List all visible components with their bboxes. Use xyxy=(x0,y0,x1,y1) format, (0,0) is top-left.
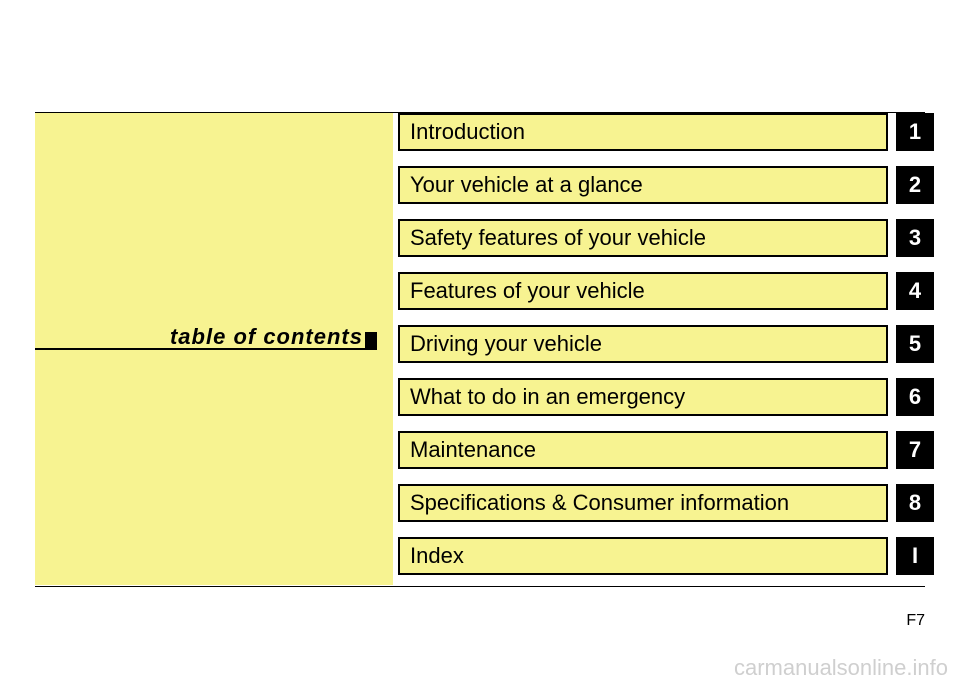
page-number: F7 xyxy=(906,612,925,630)
toc-num-6: 6 xyxy=(896,378,934,416)
toc-item-label: What to do in an emergency xyxy=(410,384,685,410)
toc-item-glance: Your vehicle at a glance xyxy=(398,166,888,204)
toc-item-label: Driving your vehicle xyxy=(410,331,602,357)
toc-num-label: 2 xyxy=(909,172,921,198)
toc-num-label: I xyxy=(912,543,918,569)
toc-item-maintenance: Maintenance xyxy=(398,431,888,469)
toc-item-index: Index xyxy=(398,537,888,575)
toc-heading-marker xyxy=(365,332,377,350)
toc-num-7: 7 xyxy=(896,431,934,469)
toc-item-label: Features of your vehicle xyxy=(410,278,645,304)
toc-item-emergency: What to do in an emergency xyxy=(398,378,888,416)
toc-item-label: Introduction xyxy=(410,119,525,145)
watermark: carmanualsonline.info xyxy=(734,655,948,681)
toc-heading-wrap: table of contents xyxy=(35,326,393,352)
toc-num-2: 2 xyxy=(896,166,934,204)
toc-item-label: Maintenance xyxy=(410,437,536,463)
toc-num-label: 8 xyxy=(909,490,921,516)
toc-item-driving: Driving your vehicle xyxy=(398,325,888,363)
toc-item-label: Safety features of your vehicle xyxy=(410,225,706,251)
toc-item-features: Features of your vehicle xyxy=(398,272,888,310)
toc-num-label: 5 xyxy=(909,331,921,357)
page: table of contents Introduction 1 Your ve… xyxy=(0,0,960,689)
toc-num-8: 8 xyxy=(896,484,934,522)
toc-num-1: 1 xyxy=(896,113,934,151)
toc-num-4: 4 xyxy=(896,272,934,310)
toc-num-label: 7 xyxy=(909,437,921,463)
toc-heading: table of contents xyxy=(170,324,363,350)
toc-num-label: 6 xyxy=(909,384,921,410)
divider-bottom xyxy=(35,586,925,587)
toc-item-label: Index xyxy=(410,543,464,569)
toc-num-label: 4 xyxy=(909,278,921,304)
toc-item-specifications: Specifications & Consumer information xyxy=(398,484,888,522)
toc-num-3: 3 xyxy=(896,219,934,257)
toc-item-label: Specifications & Consumer information xyxy=(410,490,789,516)
toc-item-introduction: Introduction xyxy=(398,113,888,151)
toc-num-label: 1 xyxy=(909,119,921,145)
toc-num-5: 5 xyxy=(896,325,934,363)
toc-item-label: Your vehicle at a glance xyxy=(410,172,643,198)
toc-num-i: I xyxy=(896,537,934,575)
toc-item-safety: Safety features of your vehicle xyxy=(398,219,888,257)
toc-num-label: 3 xyxy=(909,225,921,251)
